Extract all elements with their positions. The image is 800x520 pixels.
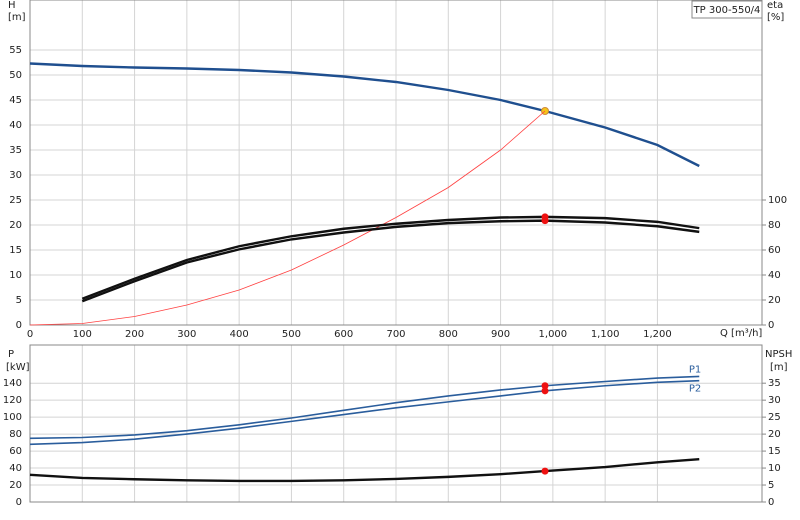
y-axis-label: P [8, 349, 14, 360]
y-axis-unit: [kW] [6, 362, 30, 373]
y2-tick-label: 30 [768, 395, 781, 406]
y-tick-label: 55 [9, 45, 22, 56]
x-tick-label: 0 [27, 329, 33, 340]
series-line [29, 458, 700, 483]
y-tick-label: 20 [9, 220, 22, 231]
y2-tick-label: 0 [768, 320, 774, 331]
x-tick-label: 300 [177, 329, 196, 340]
y2-tick-label: 100 [768, 195, 787, 206]
series-label: P1 [689, 364, 701, 375]
y2-tick-label: 35 [768, 378, 781, 389]
duty-point [541, 387, 549, 395]
chart-title: TP 300-550/4 [693, 5, 761, 16]
y-tick-label: 100 [3, 412, 22, 423]
plot-frame [29, 344, 763, 503]
series-line [81, 219, 700, 303]
y2-tick-label: 0 [768, 497, 774, 508]
y-tick-label: 0 [16, 497, 22, 508]
y-tick-label: 120 [3, 395, 22, 406]
y2-tick-label: 20 [768, 295, 781, 306]
x-tick-label: 400 [230, 329, 249, 340]
y-tick-label: 15 [9, 245, 22, 256]
duty-point [541, 217, 549, 225]
y2-axis-unit: [%] [767, 12, 784, 23]
x-tick-label: 900 [491, 329, 510, 340]
y2-tick-label: 10 [768, 463, 781, 474]
plot-frame [29, 0, 763, 326]
x-tick-label: 1,100 [591, 329, 620, 340]
x-tick-label: 1,200 [643, 329, 672, 340]
x-axis-label: Q [m³/h] [720, 328, 762, 339]
series-line [29, 379, 700, 446]
y2-tick-label: 25 [768, 412, 781, 423]
x-tick-label: 100 [73, 329, 92, 340]
series-label: P2 [689, 384, 701, 395]
y-tick-label: 10 [9, 270, 22, 281]
y-tick-label: 140 [3, 378, 22, 389]
x-tick-label: 700 [386, 329, 405, 340]
x-tick-label: 800 [439, 329, 458, 340]
y2-tick-label: 80 [768, 220, 781, 231]
y-tick-label: 60 [9, 446, 22, 457]
y-tick-label: 0 [16, 320, 22, 331]
y-axis-unit: [m] [8, 12, 26, 23]
duty-point [541, 382, 549, 390]
series-line [29, 110, 546, 326]
y-tick-label: 50 [9, 70, 22, 81]
y-tick-label: 25 [9, 195, 22, 206]
y2-tick-label: 15 [768, 446, 781, 457]
y2-axis-label: NPSH [765, 349, 792, 360]
y2-tick-label: 20 [768, 429, 781, 440]
x-tick-label: 600 [334, 329, 353, 340]
y-tick-label: 40 [9, 120, 22, 131]
duty-point [541, 467, 549, 475]
y2-tick-label: 60 [768, 245, 781, 256]
y-axis-label: H [8, 0, 16, 11]
series-line [29, 62, 700, 168]
y2-tick-label: 40 [768, 270, 781, 281]
y-tick-label: 5 [16, 295, 22, 306]
y2-tick-label: 5 [768, 480, 774, 491]
x-tick-label: 1,000 [539, 329, 568, 340]
y-tick-label: 80 [9, 429, 22, 440]
y-tick-label: 45 [9, 95, 22, 106]
x-tick-label: 500 [282, 329, 301, 340]
y-tick-label: 40 [9, 463, 22, 474]
y2-axis-label: eta [767, 0, 783, 11]
y-tick-label: 30 [9, 170, 22, 181]
y2-axis-unit: [m] [770, 362, 788, 373]
y-tick-label: 35 [9, 145, 22, 156]
series-line [81, 215, 700, 300]
y-tick-label: 20 [9, 480, 22, 491]
x-tick-label: 200 [125, 329, 144, 340]
series-line [29, 375, 700, 440]
